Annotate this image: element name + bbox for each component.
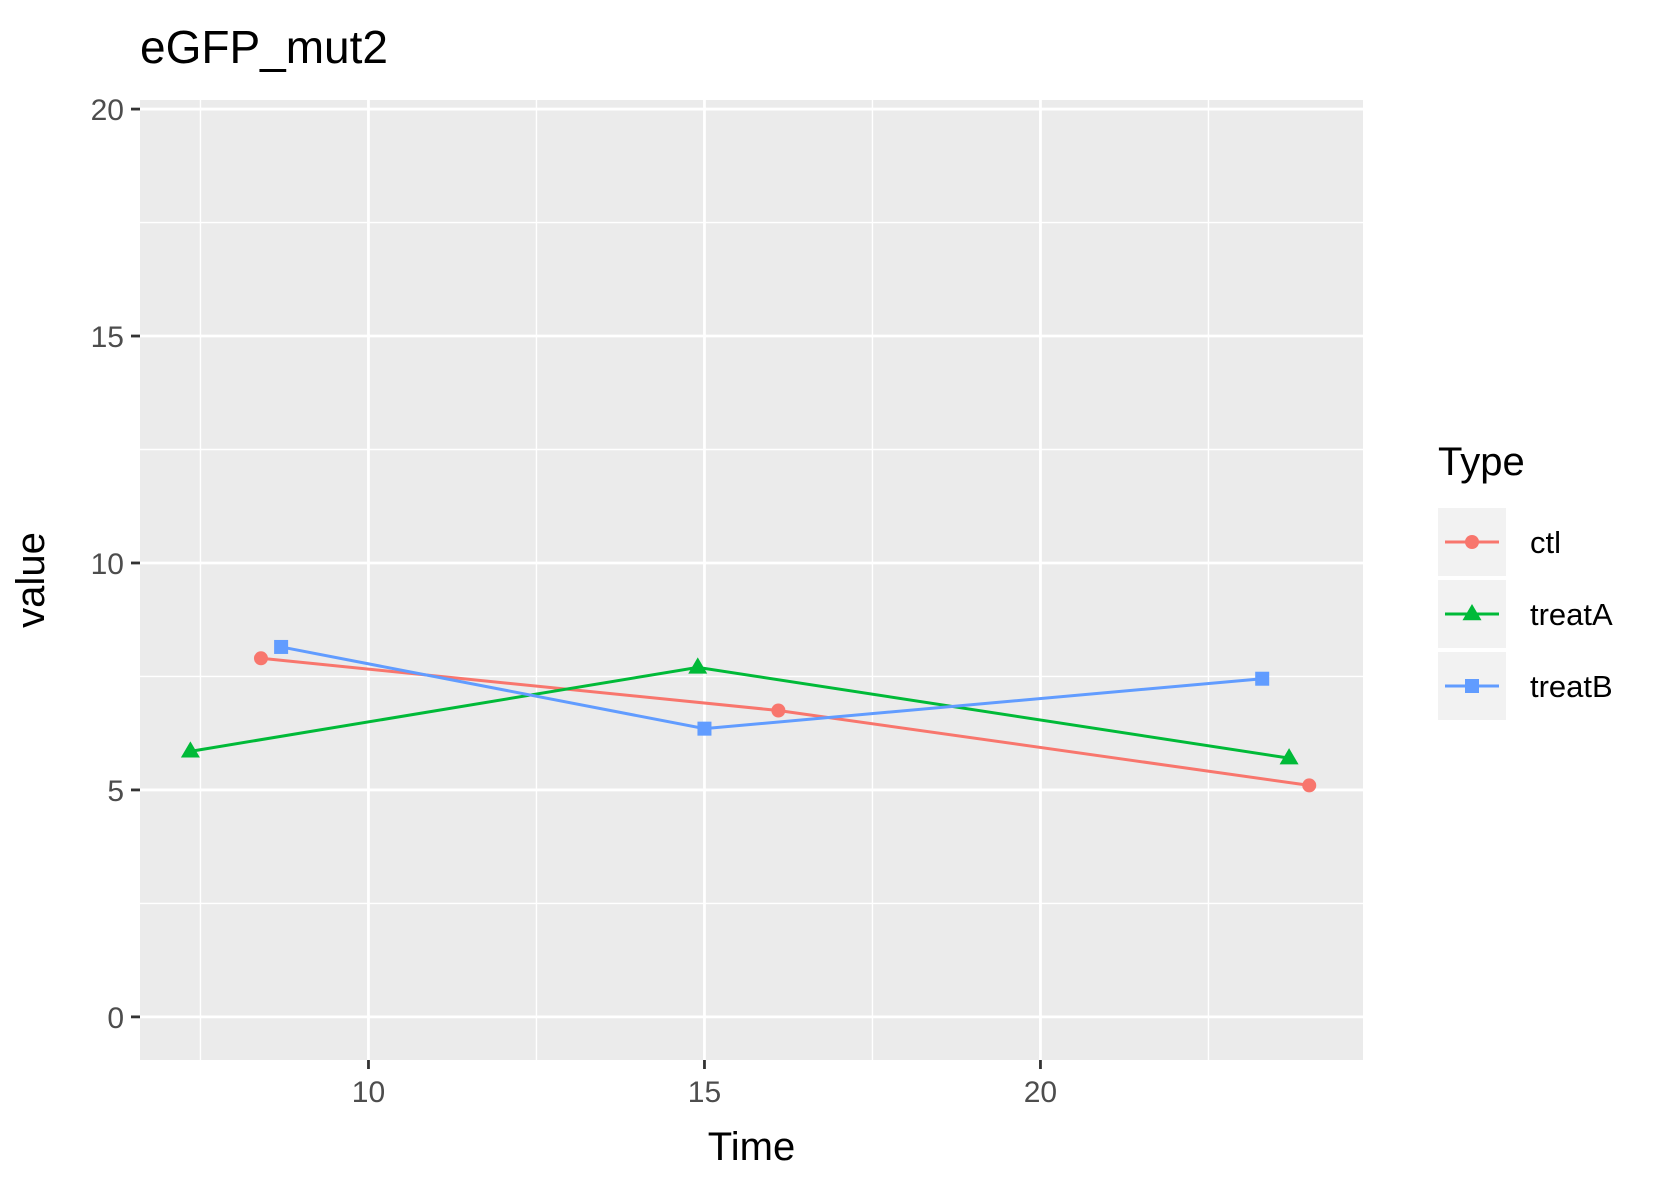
y-tick-label: 5 [107, 775, 124, 808]
y-tick-label: 10 [91, 548, 124, 581]
data-point-treatA [180, 741, 200, 758]
x-tick-label: 10 [352, 1076, 385, 1109]
x-tick-label: 20 [1024, 1076, 1057, 1109]
x-axis-title: Time [708, 1125, 795, 1169]
legend-item-treatA: treatA [1438, 580, 1613, 648]
legend-item-ctl: ctl [1438, 508, 1561, 576]
axis-ticks: 10 15 20 0 5 10 15 20 [91, 94, 1058, 1109]
legend-label: treatA [1530, 597, 1613, 632]
y-tick-label: 0 [107, 1002, 124, 1035]
data-point-treatA [1279, 748, 1299, 765]
y-tick-label: 15 [91, 321, 124, 354]
data-point-treatB [274, 639, 289, 654]
grid-major [140, 100, 1363, 1060]
legend-key-marker [1465, 535, 1479, 549]
series-treatA [180, 657, 1299, 765]
x-tick-label: 15 [688, 1076, 721, 1109]
series-layer [180, 639, 1317, 793]
plot-panel [140, 100, 1363, 1060]
data-point-treatB [697, 721, 712, 736]
legend-label: ctl [1530, 525, 1561, 560]
data-point-ctl [1302, 778, 1317, 793]
legend-title: Type [1438, 440, 1525, 484]
data-point-treatA [688, 657, 708, 674]
legend-key-marker [1465, 679, 1479, 693]
data-point-treatB [1255, 671, 1270, 686]
legend-item-treatB: treatB [1438, 652, 1613, 720]
data-point-ctl [771, 703, 786, 718]
data-point-ctl [253, 651, 268, 666]
legend-label: treatB [1530, 669, 1613, 704]
chart-title: eGFP_mut2 [140, 21, 388, 73]
y-tick-label: 20 [91, 94, 124, 127]
series-treatB [274, 639, 1270, 736]
legend: Type ctl treatA treatB [1438, 440, 1613, 720]
legend-key-marker [1462, 604, 1482, 621]
y-axis-title: value [9, 532, 53, 628]
